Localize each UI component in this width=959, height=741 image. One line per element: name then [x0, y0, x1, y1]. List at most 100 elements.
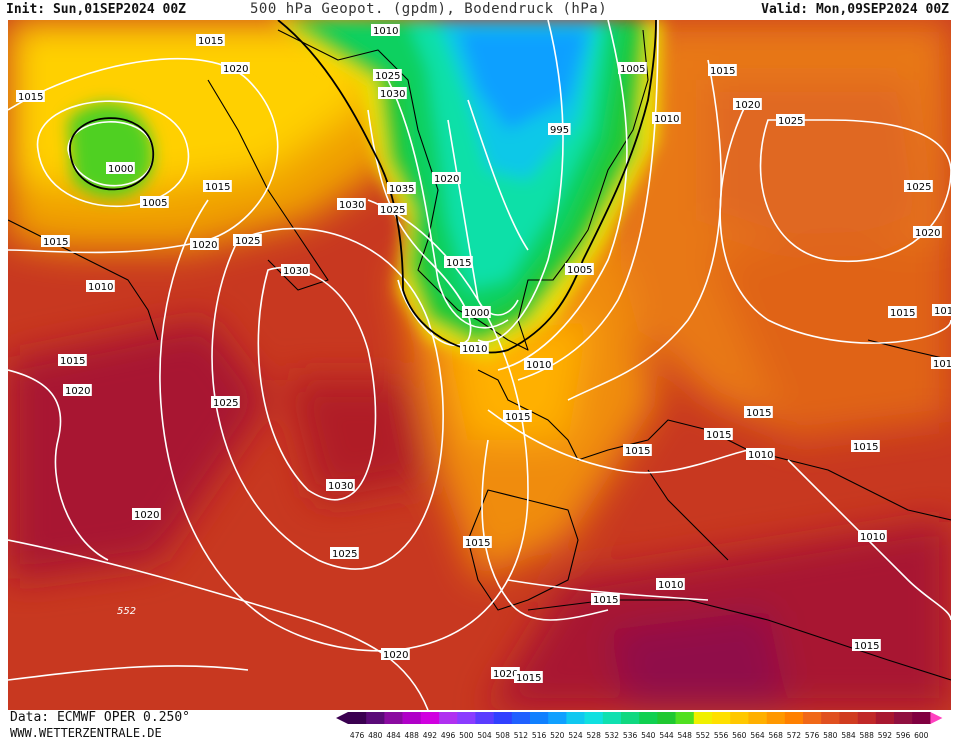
scale-label: 480 [368, 731, 383, 740]
chart-title: 500 hPa Geopot. (gpdm), Bodendruck (hPa) [250, 1, 608, 17]
isobar-label-box [203, 180, 232, 192]
isobar-label-text: 1010 [462, 344, 487, 355]
isobar-label-box [432, 172, 461, 184]
isobar-label-box [904, 180, 933, 192]
isobar-label: 1020 [63, 384, 92, 397]
isobar-label-box [460, 342, 489, 354]
isobar-label-text: 1025 [213, 398, 238, 409]
geopotential-552-contour [69, 20, 657, 354]
isobar-label: 995 [548, 123, 571, 136]
isobar-label-text: 1015 [18, 92, 43, 103]
isobar-label: 1010 [858, 530, 887, 543]
scale-swatch [548, 712, 567, 724]
isobar-label-text: 1020 [735, 100, 760, 111]
isobar-label: 1000 [106, 162, 135, 175]
scale-swatch [402, 712, 422, 724]
isobar-label: 1015 [196, 34, 225, 47]
isobar-label-text: 1020 [192, 240, 217, 251]
isobar-label-text: 1020 [65, 386, 90, 397]
isobar-label: 1015 [591, 593, 620, 606]
isobar-label-text: 1015 [706, 430, 731, 441]
scale-label: 584 [841, 731, 856, 740]
isobar-label-box [371, 24, 400, 36]
scale-swatch [621, 712, 640, 724]
scale-swatch [912, 712, 931, 724]
isobar-label: 1015 [852, 639, 881, 652]
isobar-label: 1020 [221, 62, 250, 75]
scale-label: 572 [787, 731, 802, 740]
isobar-label: 1020 [132, 508, 161, 521]
scale-swatch [457, 712, 476, 724]
scale-swatch [875, 712, 895, 724]
isobar-label: 1015 [58, 354, 87, 367]
isobar-label-text: 1005 [620, 64, 645, 75]
isobar-label: 1015 [932, 304, 951, 317]
color-scale: 476 480 484 488 492 496 500 504 508 512 516 520 524 5… [336, 712, 943, 740]
scale-label: 508 [496, 731, 511, 740]
isobar-label-text: 1015 [465, 538, 490, 549]
isobar-label-box [932, 304, 951, 316]
isobar-label-text: 1015 [853, 442, 878, 453]
isobar-label: 1010 [652, 112, 681, 125]
scale-label: 492 [423, 731, 438, 740]
isobar-label: 1015 [888, 306, 917, 319]
scale-label: 556 [714, 731, 729, 740]
isobar-label-text: 1030 [328, 481, 353, 492]
scale-swatch [784, 712, 804, 724]
scale-swatch [857, 712, 877, 724]
isobar-label: 1015 [463, 536, 492, 549]
isobar-label-box [656, 578, 685, 590]
isobar-label-text: 1010 [88, 282, 113, 293]
geopotential-label: 552 [117, 606, 136, 617]
isobar-label-text: 1015 [505, 412, 530, 423]
scale-label: 568 [769, 731, 784, 740]
scale-swatch [530, 712, 549, 724]
isobar-label-box [913, 226, 942, 238]
scale-label: 500 [459, 731, 474, 740]
isobar-label-text: 1010 [860, 532, 885, 543]
isobar-label-text: 1015 [593, 595, 618, 606]
isobar-label: 1015 [41, 235, 70, 248]
isobar-label-text: 1015 [934, 306, 951, 317]
isobar-label: 1020 [381, 648, 410, 661]
scale-label: 488 [405, 731, 420, 740]
scale-swatch [712, 712, 731, 724]
scale-label: 504 [477, 731, 492, 740]
isobar-label-text: 1015 [710, 66, 735, 77]
scale-label: 512 [514, 731, 529, 740]
isobar-label-box [378, 203, 407, 215]
isobar-label-box [565, 263, 594, 275]
isobar-label-box [337, 198, 366, 210]
init-time: Init: Sun,01SEP2024 00Z [6, 2, 187, 17]
isobar-label-box [851, 440, 880, 452]
isobar-label-box [387, 182, 416, 194]
scale-label: 484 [386, 731, 401, 740]
isobar-label: 1015 [16, 90, 45, 103]
map-svg: 1015 1020 1010 1015 1000 1005 1015 1015 1020 1025… [8, 20, 951, 710]
isobar-label-box [591, 593, 620, 605]
isobar-label-text: 1035 [389, 184, 414, 195]
scale-swatch [439, 712, 458, 724]
isobar-label: 1025 [233, 234, 262, 247]
scale-swatch [493, 712, 513, 724]
map-panel: 1015 1020 1010 1015 1000 1005 1015 1015 1020 1025… [8, 20, 951, 710]
scale-label: 520 [550, 731, 565, 740]
isobar-label-text: 1010 [654, 114, 679, 125]
scale-swatch [839, 712, 858, 724]
scale-swatch [384, 712, 403, 724]
isobar-label-box [373, 69, 402, 81]
isobar-label-box [221, 62, 250, 74]
isobar-label-box [708, 64, 737, 76]
isobar-label-text: 1020 [383, 650, 408, 661]
isobar-label-box [704, 428, 733, 440]
isobar-label-text: 1025 [380, 205, 405, 216]
isobar-label-text: 1025 [332, 549, 357, 560]
isobar-label-text: 1020 [223, 64, 248, 75]
isobar-label: 1010 [931, 357, 951, 370]
isobar-label: 1030 [326, 479, 355, 492]
isobar-label-box [190, 238, 219, 250]
isobar-label-text: 1015 [60, 356, 85, 367]
geopotential-field [8, 20, 951, 710]
isobar-label-box [132, 508, 161, 520]
isobar-label-box [106, 162, 135, 174]
